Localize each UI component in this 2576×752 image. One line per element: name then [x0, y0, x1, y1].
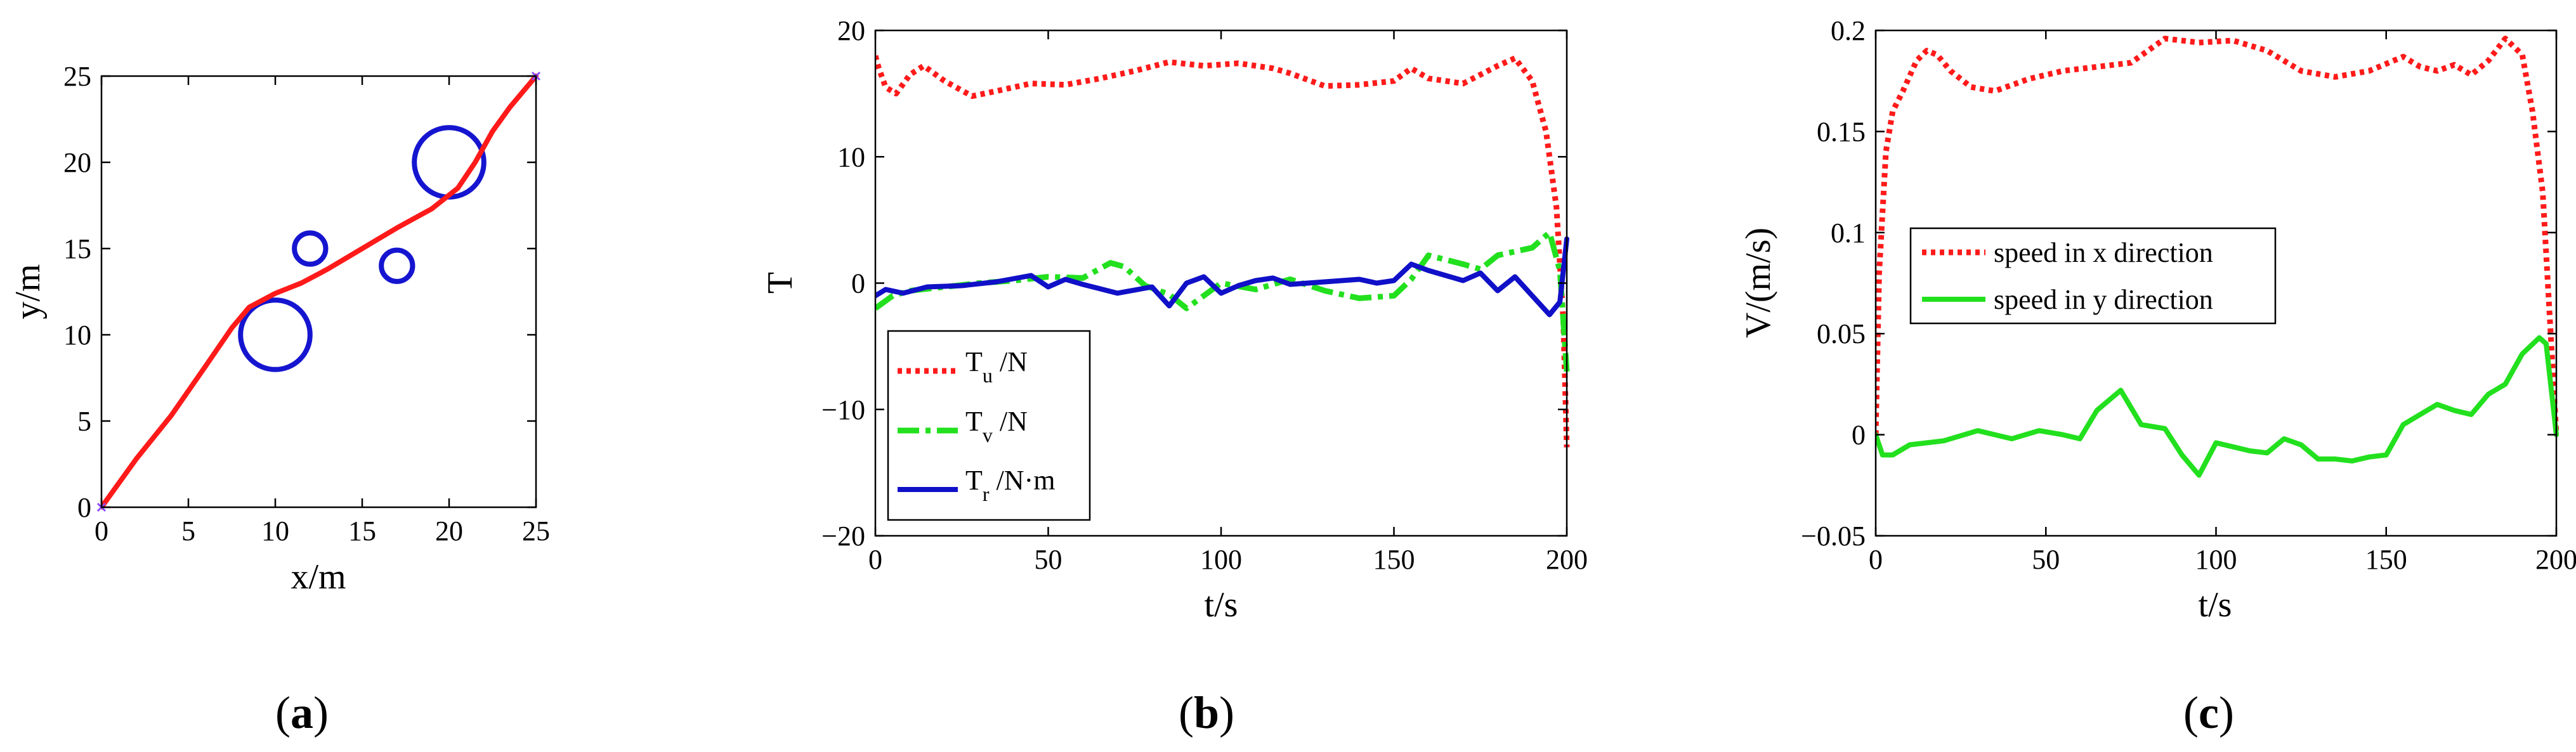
y-tick-label: −20	[821, 521, 865, 552]
panel-a-caption-letter: a	[291, 687, 313, 738]
x-tick-label: 0	[95, 515, 108, 547]
y-tick-label: 0.15	[1817, 116, 1866, 147]
series-line-speed-in-y-direction	[1876, 335, 2559, 478]
legend-tr-sub: r	[983, 483, 990, 505]
x-tick-label: 50	[2032, 544, 2060, 575]
panel-b-caption: (b)	[1179, 687, 1234, 738]
y-tick-label: 0.05	[1817, 318, 1866, 349]
series-line-tu	[875, 55, 1570, 448]
x-tick-label: 25	[522, 515, 550, 547]
obstacle-circle	[292, 230, 329, 267]
panel-c-legend: speed in x direction speed in y directio…	[1909, 227, 2277, 325]
y-tick-label: 20	[63, 147, 91, 178]
panel-a-caption: (a)	[275, 687, 329, 738]
panel-b-legend: Tu /N Tv /N Tr /N·m	[887, 330, 1091, 521]
panel-a-trajectory: 0 5 10 15 20 25 0 5 10 15 20 25 x/m y/m (a)	[8, 61, 550, 738]
obstacle-circle	[238, 297, 313, 372]
y-tick-label: 5	[77, 406, 91, 437]
series-line-tr	[875, 236, 1569, 318]
x-tick-label: 150	[1373, 544, 1415, 575]
obstacle-circle	[379, 247, 415, 284]
legend-tv-sub: v	[983, 424, 993, 446]
y-tick-label: 0.2	[1831, 15, 1866, 46]
x-tick-label: 150	[2365, 544, 2407, 575]
x-tick-label: 200	[2535, 544, 2576, 575]
legend-tr-unit: /N·m	[990, 465, 1056, 496]
x-tick-label: 15	[348, 515, 376, 547]
x-tick-label: 0	[1869, 544, 1883, 575]
panel-a-ylabel: y/m	[8, 264, 48, 319]
series-line-path	[101, 74, 539, 510]
x-tick-label: 10	[261, 515, 289, 547]
y-tick-label: 25	[63, 61, 91, 92]
x-tick-label: 50	[1035, 544, 1062, 575]
panel-c-legend-box	[1909, 227, 2277, 325]
y-tick-label: 10	[837, 141, 865, 172]
y-tick-label: 0	[851, 268, 865, 299]
y-tick-label: 0.1	[1831, 217, 1866, 249]
legend-tu-unit: /N	[993, 346, 1028, 377]
legend-tv-unit: /N	[993, 406, 1028, 437]
x-tick-label: 100	[1200, 544, 1242, 575]
panel-b-ylabel: T	[761, 272, 800, 294]
y-tick-label: −0.05	[1801, 521, 1866, 552]
legend-entry-speed-x: speed in x direction	[1994, 237, 2213, 268]
x-tick-label: 200	[1546, 544, 1588, 575]
y-tick-label: 0	[77, 492, 91, 523]
x-tick-label: 0	[868, 544, 882, 575]
x-tick-label: 100	[2195, 544, 2237, 575]
panel-c-xlabel: t/s	[2199, 585, 2232, 625]
x-tick-label: 20	[435, 515, 463, 547]
panel-a-axes-frame	[100, 75, 537, 509]
y-tick-label: 10	[63, 320, 91, 351]
panel-c-ylabel: V/(m/s)	[1739, 228, 1778, 338]
legend-tu-sub: u	[983, 364, 993, 387]
x-tick-label: 5	[181, 515, 195, 547]
legend-entry-speed-y: speed in y direction	[1994, 284, 2213, 315]
panel-c-caption-letter: c	[2199, 687, 2219, 738]
panel-b-forces: 0 50 100 150 200 −20 −10 0 10 20 t/s T Tu /N Tv /…	[761, 15, 1588, 738]
y-tick-label: 15	[63, 233, 91, 264]
y-tick-label: −10	[821, 394, 865, 425]
panel-b-caption-letter: b	[1194, 687, 1219, 738]
y-tick-label: 0	[1852, 420, 1866, 451]
panel-c-caption: (c)	[2183, 687, 2234, 738]
y-tick-label: 20	[837, 15, 865, 46]
panel-b-xlabel: t/s	[1205, 585, 1238, 625]
panel-a-xlabel: x/m	[291, 557, 346, 597]
